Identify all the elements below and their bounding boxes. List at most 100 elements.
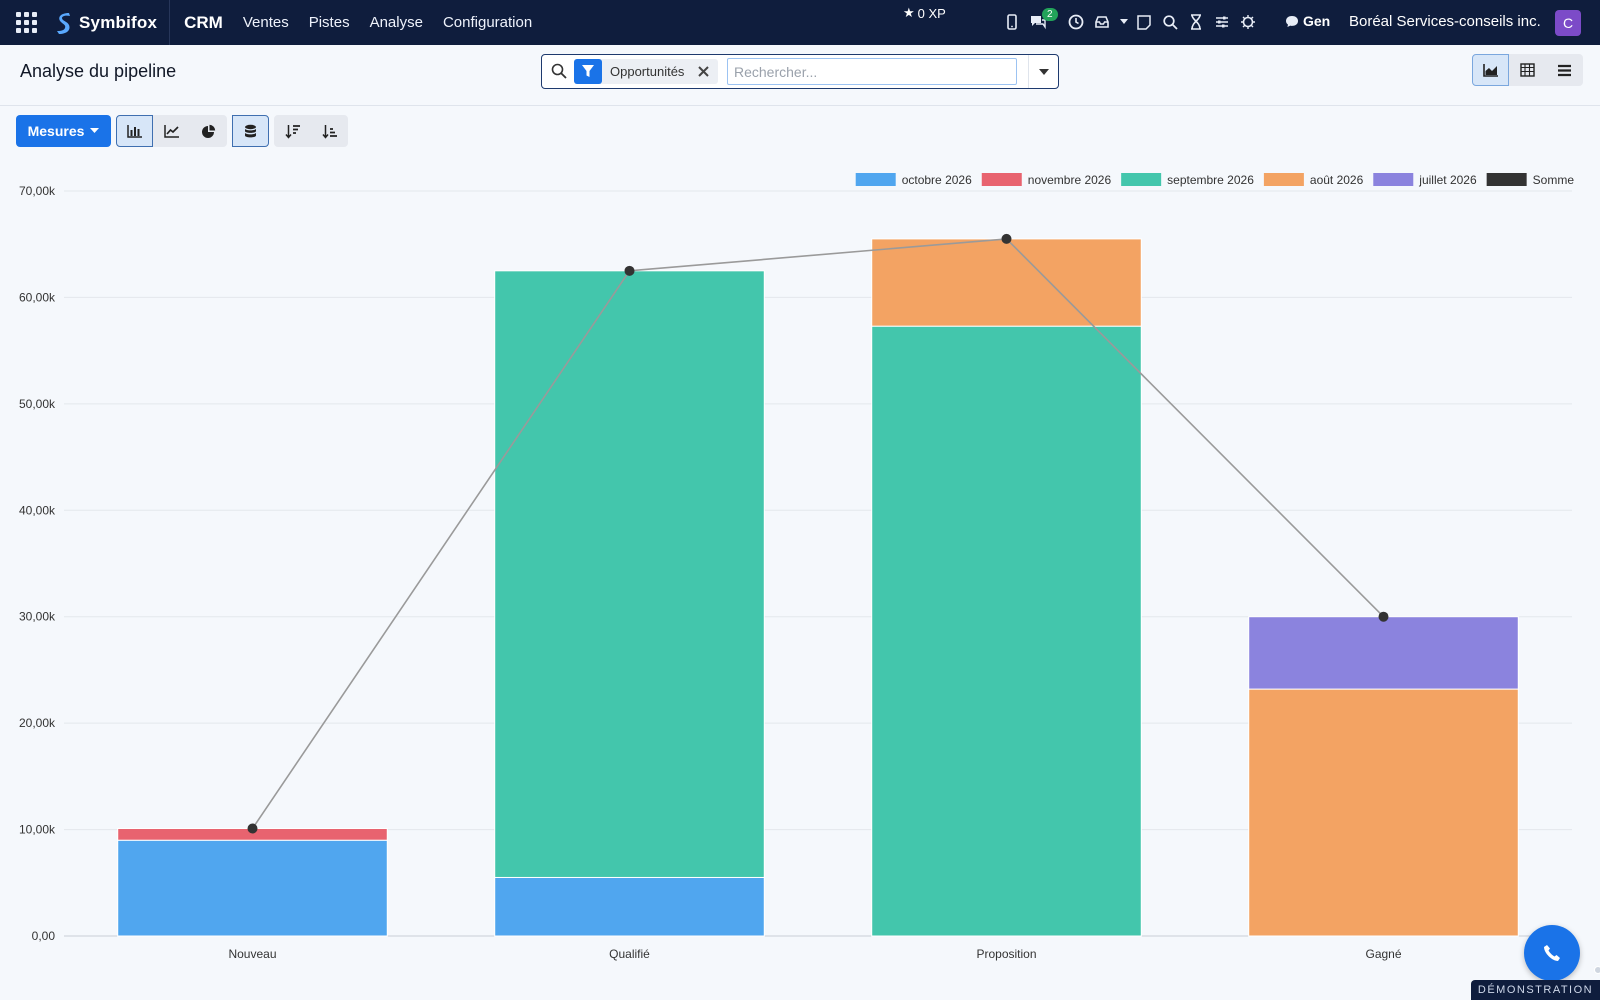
search-icon[interactable] — [551, 63, 567, 79]
stacked-toggle[interactable] — [232, 115, 269, 147]
xp-value: 0 XP — [917, 5, 946, 21]
phone-icon[interactable] — [1003, 10, 1021, 34]
apps-grid-icon[interactable] — [16, 12, 42, 34]
graph-toolbar: Mesures — [16, 115, 348, 147]
graph-view-button[interactable] — [1472, 54, 1509, 86]
star-icon: ★ — [903, 5, 915, 20]
bar-chart-icon — [126, 125, 142, 138]
area-chart-icon — [1482, 64, 1498, 77]
chat-icon[interactable]: 2 — [1029, 8, 1058, 34]
bar-segment[interactable] — [117, 839, 388, 937]
x-tick-label: Proposition — [976, 947, 1036, 961]
bar-segment[interactable] — [871, 325, 1142, 937]
menu-ventes[interactable]: Ventes — [242, 14, 289, 31]
measures-label: Mesures — [27, 123, 85, 139]
sum-point — [1378, 611, 1389, 622]
pipeline-chart: 0,00 10,00k 20,00k 30,00k 40,00k 50,00k 60,00k… — [0, 160, 1600, 995]
pie-chart-icon — [202, 124, 216, 138]
remove-facet-icon[interactable] — [694, 63, 712, 81]
sum-point — [1001, 233, 1012, 244]
company-switcher[interactable]: Boréal Services-conseils inc. — [1349, 13, 1541, 30]
menu-configuration[interactable]: Configuration — [442, 14, 533, 31]
app-name[interactable]: CRM — [184, 12, 223, 32]
legend-label[interactable]: novembre 2026 — [1028, 173, 1112, 187]
page-title: Analyse du pipeline — [20, 61, 177, 81]
legend-label[interactable]: octobre 2026 — [902, 173, 972, 187]
bar-segment[interactable] — [871, 238, 1142, 327]
user-avatar[interactable]: C — [1555, 10, 1581, 36]
menu-pistes[interactable]: Pistes — [308, 14, 350, 31]
search-options-toggle[interactable] — [1028, 55, 1058, 88]
search-bar: Opportunités — [541, 54, 1059, 89]
gen-button[interactable]: Gen — [1285, 13, 1330, 29]
y-tick-label: 60,00k — [19, 290, 56, 304]
bar-segment[interactable] — [494, 876, 765, 937]
symbifox-logo — [57, 12, 70, 34]
y-tick-label: 40,00k — [19, 503, 56, 517]
sliders-icon[interactable] — [1213, 10, 1231, 34]
caret-down-icon — [90, 128, 100, 133]
caret-down-icon[interactable] — [1119, 10, 1129, 34]
bar-segment[interactable] — [494, 270, 765, 878]
caret-down-icon — [1038, 68, 1049, 75]
x-tick-label: Gagné — [1365, 947, 1401, 961]
y-tick-label: 10,00k — [19, 823, 56, 837]
note-icon[interactable] — [1135, 10, 1153, 34]
y-tick-label: 50,00k — [19, 397, 56, 411]
legend-swatch — [1486, 173, 1527, 186]
sort-ascending-button[interactable] — [311, 115, 348, 147]
messages-badge: 2 — [1042, 8, 1058, 21]
legend-label[interactable]: juillet 2026 — [1418, 173, 1477, 187]
sort-descending-button[interactable] — [274, 115, 311, 147]
legend-swatch — [981, 173, 1022, 186]
search-icon[interactable] — [1161, 10, 1179, 34]
search-input[interactable] — [727, 58, 1017, 85]
sort-group — [274, 115, 348, 147]
view-switcher — [1472, 54, 1583, 86]
comment-icon — [1286, 15, 1298, 27]
systray: 2 — [1003, 8, 1265, 34]
x-tick-label: Nouveau — [228, 947, 276, 961]
y-tick-label: 0,00 — [32, 929, 56, 943]
pie-chart-button[interactable] — [190, 115, 227, 147]
bug-icon[interactable] — [1239, 10, 1257, 34]
filter-facet: Opportunités — [574, 59, 719, 84]
top-navbar: Symbifox CRM Ventes Pistes Analyse Confi… — [0, 0, 1600, 45]
menu-analyse[interactable]: Analyse — [369, 14, 423, 31]
list-view-button[interactable] — [1546, 54, 1583, 86]
call-button[interactable] — [1524, 925, 1580, 981]
line-chart-button[interactable] — [153, 115, 190, 147]
stack-group — [232, 115, 269, 147]
legend-swatch — [855, 173, 896, 186]
clock-icon[interactable] — [1067, 10, 1085, 34]
legend-swatch — [1263, 173, 1304, 186]
hourglass-icon[interactable] — [1187, 10, 1205, 34]
table-icon — [1520, 63, 1535, 77]
bar-chart-button[interactable] — [116, 115, 153, 147]
y-tick-label: 20,00k — [19, 716, 56, 730]
legend-label[interactable]: septembre 2026 — [1167, 173, 1254, 187]
measures-dropdown[interactable]: Mesures — [16, 115, 111, 147]
brand-name: Symbifox — [79, 12, 158, 32]
demo-banner: DÉMONSTRATION — [1471, 980, 1600, 1000]
xp-indicator[interactable]: ★ 0 XP — [903, 5, 946, 21]
phone-handset-icon — [1544, 945, 1560, 961]
legend-label[interactable]: août 2026 — [1310, 173, 1364, 187]
brand[interactable]: Symbifox — [54, 0, 171, 45]
pivot-view-button[interactable] — [1509, 54, 1546, 86]
chart-canvas: 0,00 10,00k 20,00k 30,00k 40,00k 50,00k 60,00k… — [19, 173, 1575, 961]
bar-segment[interactable] — [1248, 688, 1519, 937]
inbox-icon[interactable] — [1093, 10, 1111, 34]
sort-descending-icon — [284, 124, 300, 139]
status-dot — [1594, 966, 1600, 974]
control-panel: Analyse du pipeline Opportunités — [0, 45, 1600, 106]
bar-segment[interactable] — [1248, 616, 1519, 690]
database-icon — [245, 124, 256, 137]
legend-swatch — [1373, 173, 1414, 186]
y-tick-label: 30,00k — [19, 610, 56, 624]
chart-type-group — [116, 115, 227, 147]
legend-label[interactable]: Somme — [1533, 173, 1575, 187]
y-tick-label: 70,00k — [19, 184, 56, 198]
list-icon — [1558, 64, 1571, 76]
filter-icon — [574, 59, 602, 84]
